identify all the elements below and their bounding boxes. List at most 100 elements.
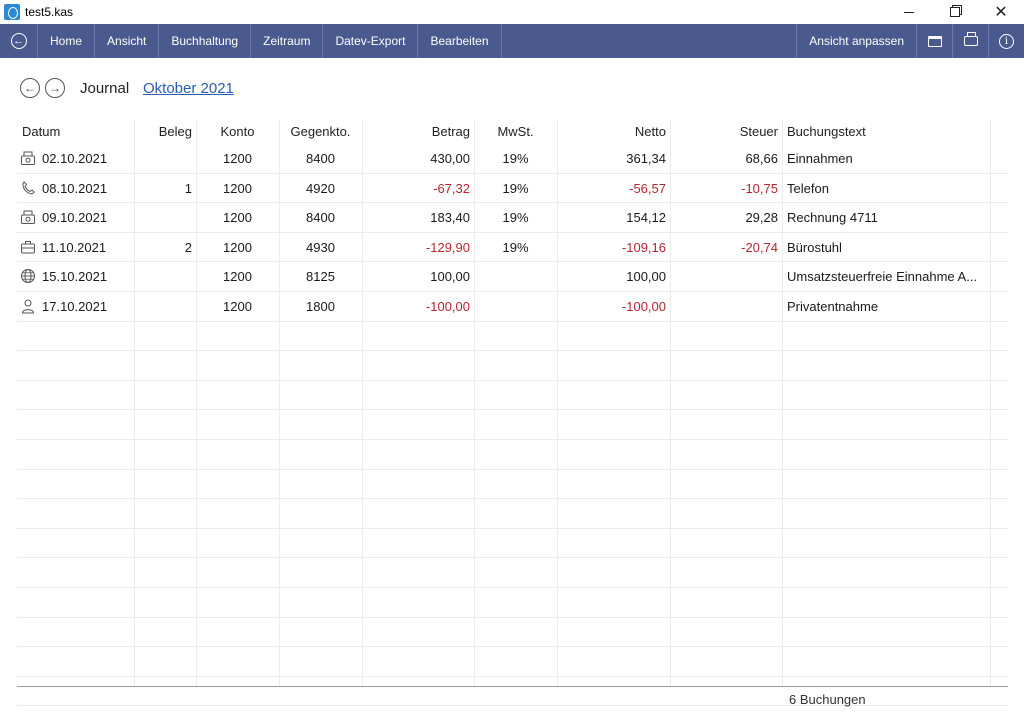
app-icon [4,4,20,20]
cell-konto: 1200 [223,210,252,226]
header-buchungstext[interactable]: Buchungstext [787,124,866,139]
arrow-left-icon: ← [24,81,36,95]
empty-row[interactable] [17,470,1008,500]
previous-period-button[interactable]: ← [20,78,40,98]
cell-gegenkto: 4930 [306,239,335,255]
cell-betrag: 183,40 [430,210,470,226]
empty-row[interactable] [17,381,1008,411]
cell-betrag: -67,32 [433,180,470,196]
cell-betrag: -129,90 [425,239,470,255]
header-mwst[interactable]: MwSt. [497,124,534,139]
menu-home[interactable]: Home [38,24,96,58]
menu-bearbeiten[interactable]: Bearbeiten [418,24,502,58]
minimize-button[interactable] [886,0,932,24]
table-row[interactable]: 15.10.2021 1200 8125 100,00 100,00 Umsatzsteu… [17,262,1008,292]
column-divider [279,120,280,686]
column-divider [196,120,197,686]
cash-register-icon [20,150,36,166]
customize-view-button[interactable]: Ansicht anpassen [796,24,916,58]
menu-ansicht[interactable]: Ansicht [95,24,160,58]
close-button[interactable]: ✕ [994,4,1008,21]
cell-netto: 154,12 [626,210,666,226]
cell-datum: 02.10.2021 [42,151,108,166]
briefcase-icon [20,239,36,255]
column-divider [362,120,363,686]
cell-steuer: -10,75 [741,180,778,196]
header-gegenkto[interactable]: Gegenkto. [290,124,351,139]
table-header: Datum Beleg Konto Gegenkto. Betrag MwSt.… [17,118,1008,146]
phone-icon [20,180,36,196]
next-period-button[interactable]: → [45,78,65,98]
header-betrag[interactable]: Betrag [431,124,470,139]
column-divider [474,120,475,686]
window-button[interactable] [916,24,952,58]
empty-row[interactable] [17,440,1008,470]
empty-row[interactable] [17,351,1008,381]
column-divider [670,120,671,686]
table-bottom-border [17,686,1008,687]
table-row[interactable]: 11.10.2021 2 1200 4930 -129,90 19% -109,16 -20,… [17,233,1008,263]
journal-table: Datum Beleg Konto Gegenkto. Betrag MwSt.… [17,118,1008,707]
cell-betrag: 100,00 [430,269,470,285]
empty-row[interactable] [17,647,1008,677]
cell-konto: 1200 [223,239,252,255]
table-row[interactable]: 17.10.2021 1200 1800 -100,00 -100,00 Privaten… [17,292,1008,322]
cell-mwst: 19% [502,151,529,166]
cell-mwst: 19% [502,239,529,255]
cell-gegenkto: 8125 [306,269,335,285]
table-row[interactable]: 08.10.2021 1 1200 4920 -67,32 19% -56,57 -10,75… [17,174,1008,204]
column-divider [782,120,783,686]
empty-row[interactable] [17,618,1008,648]
table-row[interactable]: 02.10.2021 1200 8400 430,00 19% 361,34 68,66 Ei… [17,144,1008,174]
cell-mwst: 19% [502,210,529,226]
info-button[interactable]: i [988,24,1024,58]
menu-zeitraum[interactable]: Zeitraum [251,24,324,58]
booking-count: 6 Buchungen [789,692,866,707]
cell-steuer: 68,66 [745,151,778,166]
cell-netto: 100,00 [626,269,666,285]
empty-row[interactable] [17,322,1008,352]
empty-row[interactable] [17,529,1008,559]
column-divider [557,120,558,686]
cell-buchungstext: Privatentnahme [787,299,879,314]
print-button[interactable] [952,24,988,58]
cell-buchungstext: Rechnung 4711 [787,210,878,226]
cell-beleg: 1 [184,180,192,196]
column-divider [134,120,135,686]
empty-row[interactable] [17,410,1008,440]
column-divider [990,120,991,686]
header-steuer[interactable]: Steuer [739,124,778,139]
menu-datev-export[interactable]: Datev-Export [323,24,419,58]
cell-buchungstext: Bürostuhl [787,239,842,255]
empty-row[interactable] [17,588,1008,618]
menu-buchhaltung[interactable]: Buchhaltung [159,24,252,58]
back-button[interactable]: ← [0,24,38,58]
period-link[interactable]: Oktober 2021 [143,80,234,97]
empty-row[interactable] [17,499,1008,529]
empty-row[interactable] [17,677,1008,707]
cell-buchungstext: Telefon [787,180,829,196]
cell-konto: 1200 [223,151,252,166]
header-datum[interactable]: Datum [22,124,61,139]
cell-datum: 09.10.2021 [42,210,108,226]
empty-row[interactable] [17,558,1008,588]
header-netto[interactable]: Netto [634,124,666,139]
main-toolbar: ← Home Ansicht Buchhaltung Zeitraum Date… [0,24,1024,58]
cell-steuer: -20,74 [741,239,778,255]
journal-label: Journal [80,80,130,97]
window-title: test5.kas [25,5,74,19]
cell-gegenkto: 1800 [306,299,335,314]
cell-netto: -56,57 [629,180,666,196]
cell-betrag: -100,00 [425,299,470,314]
cell-netto: 361,34 [626,151,666,166]
cell-konto: 1200 [223,180,252,196]
cell-konto: 1200 [223,299,252,314]
cell-mwst: 19% [502,180,529,196]
arrow-left-icon: ← [10,33,27,49]
table-row[interactable]: 09.10.2021 1200 8400 183,40 19% 154,12 29,28 Re… [17,203,1008,233]
maximize-button[interactable] [932,0,978,24]
header-beleg[interactable]: Beleg [158,124,192,139]
header-konto[interactable]: Konto [220,124,255,139]
cell-beleg: 2 [184,239,192,255]
person-icon [20,298,36,314]
